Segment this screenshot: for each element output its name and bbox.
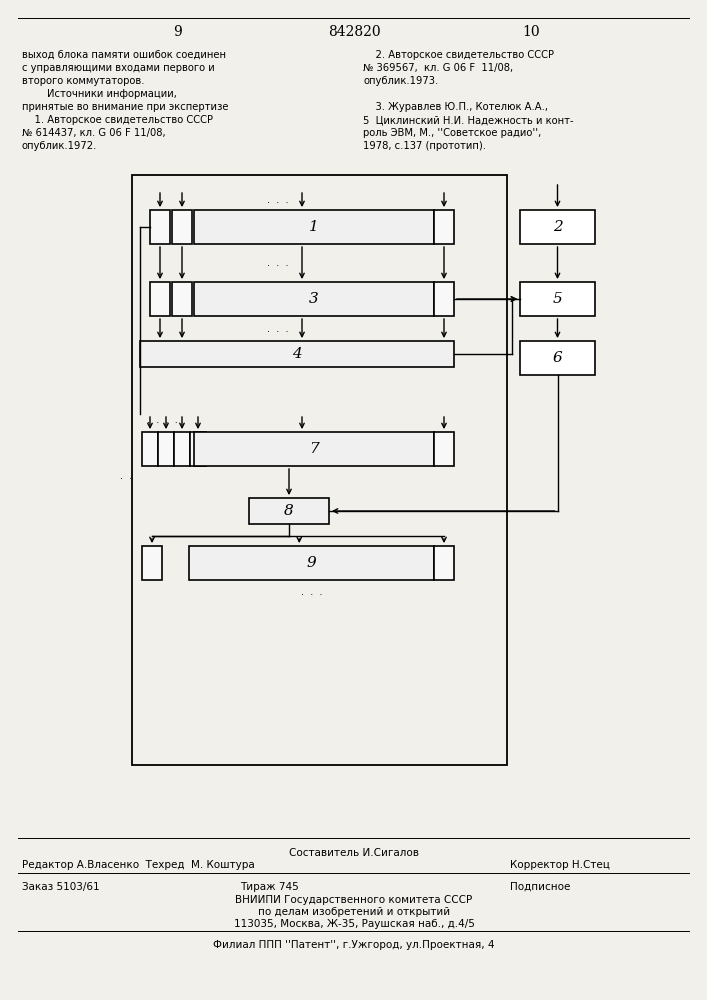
Text: 1: 1 — [309, 220, 319, 234]
Text: 2: 2 — [553, 220, 562, 234]
Text: 3. Журавлев Ю.П., Котелюк А.А.,: 3. Журавлев Ю.П., Котелюк А.А., — [363, 102, 548, 112]
Text: 7: 7 — [309, 442, 319, 456]
Text: второго коммутаторов.: второго коммутаторов. — [22, 76, 144, 86]
Text: .  .: . . — [120, 471, 132, 481]
Bar — [172, 210, 192, 244]
Text: Филиал ППП ''Патент'', г.Ужгород, ул.Проектная, 4: Филиал ППП ''Патент'', г.Ужгород, ул.Про… — [214, 940, 495, 950]
Text: .  .  .: . . . — [267, 195, 288, 205]
Bar — [434, 210, 454, 244]
Text: Тираж 745: Тираж 745 — [240, 882, 299, 892]
Bar — [249, 498, 329, 524]
Text: № 614437, кл. G 06 F 11/08,: № 614437, кл. G 06 F 11/08, — [22, 128, 165, 138]
Text: .  .  .  .: . . . . — [146, 415, 177, 425]
Text: 4: 4 — [292, 347, 302, 361]
Text: 9: 9 — [173, 25, 182, 39]
Bar — [520, 282, 595, 316]
Bar — [140, 341, 454, 367]
Text: 10: 10 — [522, 25, 540, 39]
Text: 1978, с.137 (прототип).: 1978, с.137 (прототип). — [363, 141, 486, 151]
Text: 842820: 842820 — [327, 25, 380, 39]
Bar — [194, 432, 434, 466]
Bar — [189, 546, 434, 580]
Text: 113035, Москва, Ж-35, Раушская наб., д.4/5: 113035, Москва, Ж-35, Раушская наб., д.4… — [233, 919, 474, 929]
Text: 2. Авторское свидетельство СССР: 2. Авторское свидетельство СССР — [363, 50, 554, 60]
Bar — [150, 210, 170, 244]
Text: выход блока памяти ошибок соединен: выход блока памяти ошибок соединен — [22, 50, 226, 60]
Bar — [158, 432, 174, 466]
Text: 1. Авторское свидетельство СССР: 1. Авторское свидетельство СССР — [22, 115, 213, 125]
Text: .  .  .: . . . — [300, 587, 322, 597]
Bar — [520, 210, 595, 244]
Text: 8: 8 — [284, 504, 294, 518]
Text: Редактор А.Власенко  Техред  М. Коштура: Редактор А.Власенко Техред М. Коштура — [22, 860, 255, 870]
Bar — [434, 282, 454, 316]
Text: Составитель И.Сигалов: Составитель И.Сигалов — [289, 848, 419, 858]
Bar — [132, 175, 507, 765]
Text: 9: 9 — [307, 556, 316, 570]
Text: 6: 6 — [553, 351, 562, 365]
Text: 5: 5 — [553, 292, 562, 306]
Text: № 369567,  кл. G 06 F  11/08,: № 369567, кл. G 06 F 11/08, — [363, 63, 513, 73]
Text: опублик.1972.: опублик.1972. — [22, 141, 98, 151]
Bar — [172, 282, 192, 316]
Bar — [174, 432, 190, 466]
Text: .  .  .: . . . — [267, 324, 288, 334]
Bar — [142, 546, 162, 580]
Text: принятые во внимание при экспертизе: принятые во внимание при экспертизе — [22, 102, 228, 112]
Bar — [194, 282, 434, 316]
Bar — [520, 341, 595, 375]
Text: по делам изобретений и открытий: по делам изобретений и открытий — [258, 907, 450, 917]
Text: 5  Циклинский Н.И. Надежность и конт-: 5 Циклинский Н.И. Надежность и конт- — [363, 115, 573, 125]
Text: ВНИИПИ Государственного комитета СССР: ВНИИПИ Государственного комитета СССР — [235, 895, 472, 905]
Bar — [194, 210, 434, 244]
Text: 3: 3 — [309, 292, 319, 306]
Bar — [150, 282, 170, 316]
Text: Источники информации,: Источники информации, — [22, 89, 177, 99]
Text: Подписное: Подписное — [510, 882, 571, 892]
Text: .  .  .: . . . — [267, 258, 288, 268]
Bar — [434, 432, 454, 466]
Bar — [434, 546, 454, 580]
Text: с управляющими входами первого и: с управляющими входами первого и — [22, 63, 215, 73]
Text: опублик.1973.: опублик.1973. — [363, 76, 438, 86]
Text: Заказ 5103/61: Заказ 5103/61 — [22, 882, 100, 892]
Text: Корректор Н.Стец: Корректор Н.Стец — [510, 860, 610, 870]
Text: роль ЭВМ, М., ''Советское радио'',: роль ЭВМ, М., ''Советское радио'', — [363, 128, 542, 138]
Bar — [142, 432, 158, 466]
Bar — [190, 432, 206, 466]
